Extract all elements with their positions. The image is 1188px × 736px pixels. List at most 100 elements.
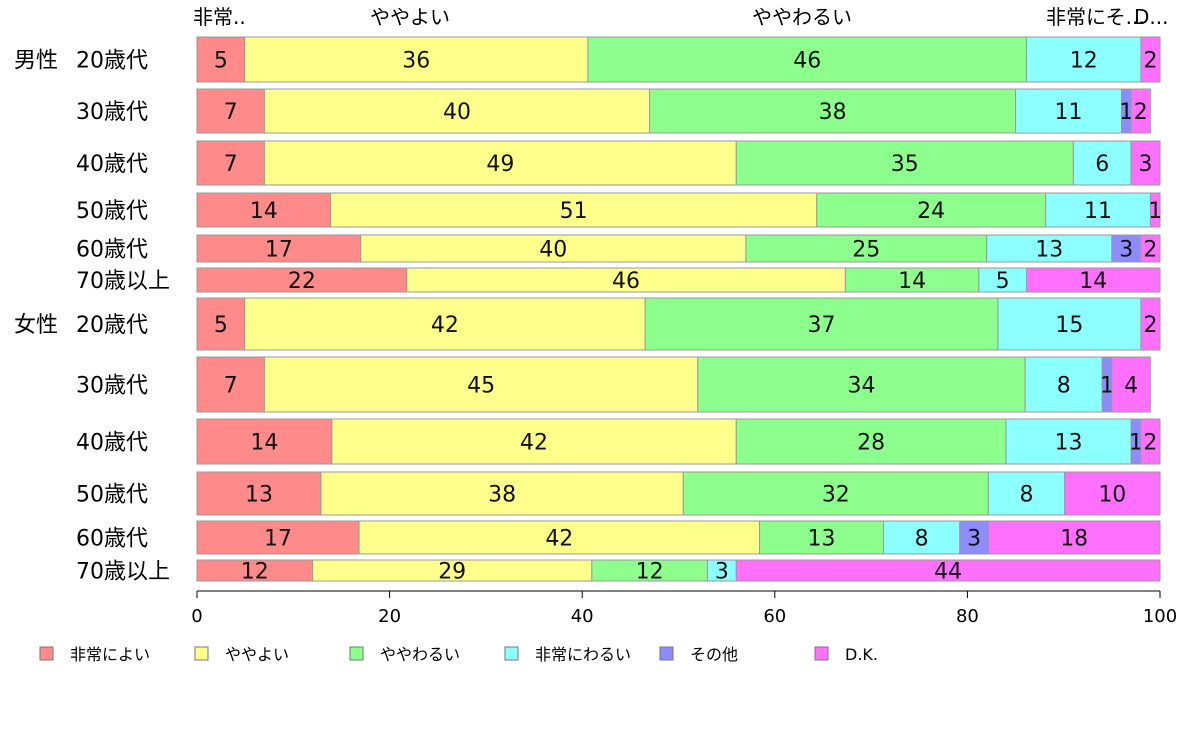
bar-segment [735,418,1007,465]
row-label: 70歳以上 [76,560,170,585]
bar-value-label: 17 [265,238,293,263]
row-label: 50歳代 [76,199,148,224]
bar-value-label: 42 [520,431,548,456]
top-category-label: D... [1134,5,1168,29]
bar-segment [244,36,589,83]
bar-value-label: 49 [486,152,514,177]
bar-value-label: 7 [224,152,238,177]
bar-value-label: 5 [996,269,1010,294]
bar-segment [997,297,1142,351]
bar-segment [987,471,1066,516]
row-label: 20歳代 [76,49,148,74]
bar-segment [1130,140,1161,186]
row-label: 40歳代 [76,152,148,177]
bar-value-label: 8 [1057,374,1071,399]
legend-label: D.K. [845,645,878,664]
bar-value-label: 14 [898,269,926,294]
bar-value-label: 5 [214,49,228,74]
bar-value-label: 1 [1129,431,1143,456]
row-label: 60歳代 [76,238,148,263]
bar-value-label: 13 [245,483,273,508]
top-category-label: ややよい [370,5,450,29]
bar-segment [987,520,1161,555]
bar-segment [263,140,737,186]
bar-value-label: 40 [539,238,567,263]
bar-value-label: 2 [1143,238,1157,263]
bar-value-label: 17 [264,527,292,552]
row-label: 60歳代 [76,527,148,552]
bar-segment [196,356,265,413]
row-label: 50歳代 [76,483,148,508]
bar-segment [649,88,1017,134]
bar-segment [331,418,737,465]
bar-segment [406,267,846,293]
bar-value-label: 40 [443,100,471,125]
bar-segment [196,192,331,228]
bar-value-label: 13 [1055,431,1083,456]
bar-value-label: 34 [847,374,875,399]
bar-value-label: 46 [612,269,640,294]
legend-swatch [39,646,54,661]
bar-value-label: 1 [1100,374,1114,399]
bar-segment [759,520,884,555]
bar-segment [196,297,246,351]
bar-value-label: 10 [1098,483,1126,508]
bar-segment [358,520,761,555]
bar-segment [196,88,265,134]
bar-value-label: 12 [241,560,269,585]
bar-segment [196,36,246,83]
bar-value-label: 22 [288,269,316,294]
bar-segment [196,234,362,263]
bar-value-label: 6 [1095,152,1109,177]
bar-value-label: 2 [1143,49,1157,74]
bar-value-label: 35 [891,152,919,177]
bar-segment [1072,140,1132,186]
bar-value-label: 14 [1079,269,1107,294]
bar-segment [1140,234,1161,263]
x-tick-label: 100 [1143,606,1177,627]
top-category-label: 非常.. [193,5,246,29]
bar-value-label: 18 [1060,527,1088,552]
row-label: 40歳代 [76,431,148,456]
bars-area: 5 36 46 12 27 40 38 11 1 27 49 35 6 314 51 24 11 117 40 25 1… [196,36,1162,585]
bar-segment [1024,356,1103,413]
bar-segment [959,520,989,555]
bar-value-label: 46 [793,49,821,74]
bar-segment [196,520,360,555]
bar-segment [196,267,408,293]
bar-segment [986,234,1113,263]
bar-value-label: 37 [808,313,836,338]
bar-value-label: 8 [1020,483,1034,508]
row-label: 30歳代 [76,100,148,125]
legend-swatch [194,646,209,661]
bar-value-label: 51 [560,199,588,224]
bar-segment [1026,36,1142,83]
bar-segment [329,192,818,228]
bar-value-label: 2 [1143,431,1157,456]
bar-value-label: 11 [1055,100,1083,125]
bar-segment [1149,192,1161,228]
bar-value-label: 13 [808,527,836,552]
row-label: 30歳代 [76,374,148,399]
bar-value-label: 36 [402,49,430,74]
legend-swatch [659,646,674,661]
bar-value-label: 14 [250,431,278,456]
bar-value-label: 3 [967,527,981,552]
bar-value-label: 45 [467,374,495,399]
bar-value-label: 1 [1148,199,1162,224]
bar-segment [196,418,333,465]
x-tick-label: 40 [571,606,594,627]
bar-value-label: 42 [431,313,459,338]
bar-segment [320,471,684,516]
bar-value-label: 5 [214,313,228,338]
bar-segment [682,471,989,516]
bar-segment [1064,471,1161,516]
bar-segment [1111,356,1151,413]
bar-value-label: 29 [438,560,466,585]
legend-label: その他 [690,645,738,664]
bar-value-label: 3 [1119,238,1133,263]
x-axis: 0 20 40 60 80 100 [191,590,1177,627]
bar-segment [244,297,646,351]
bar-value-label: 44 [934,560,962,585]
bar-segment [735,559,1161,582]
